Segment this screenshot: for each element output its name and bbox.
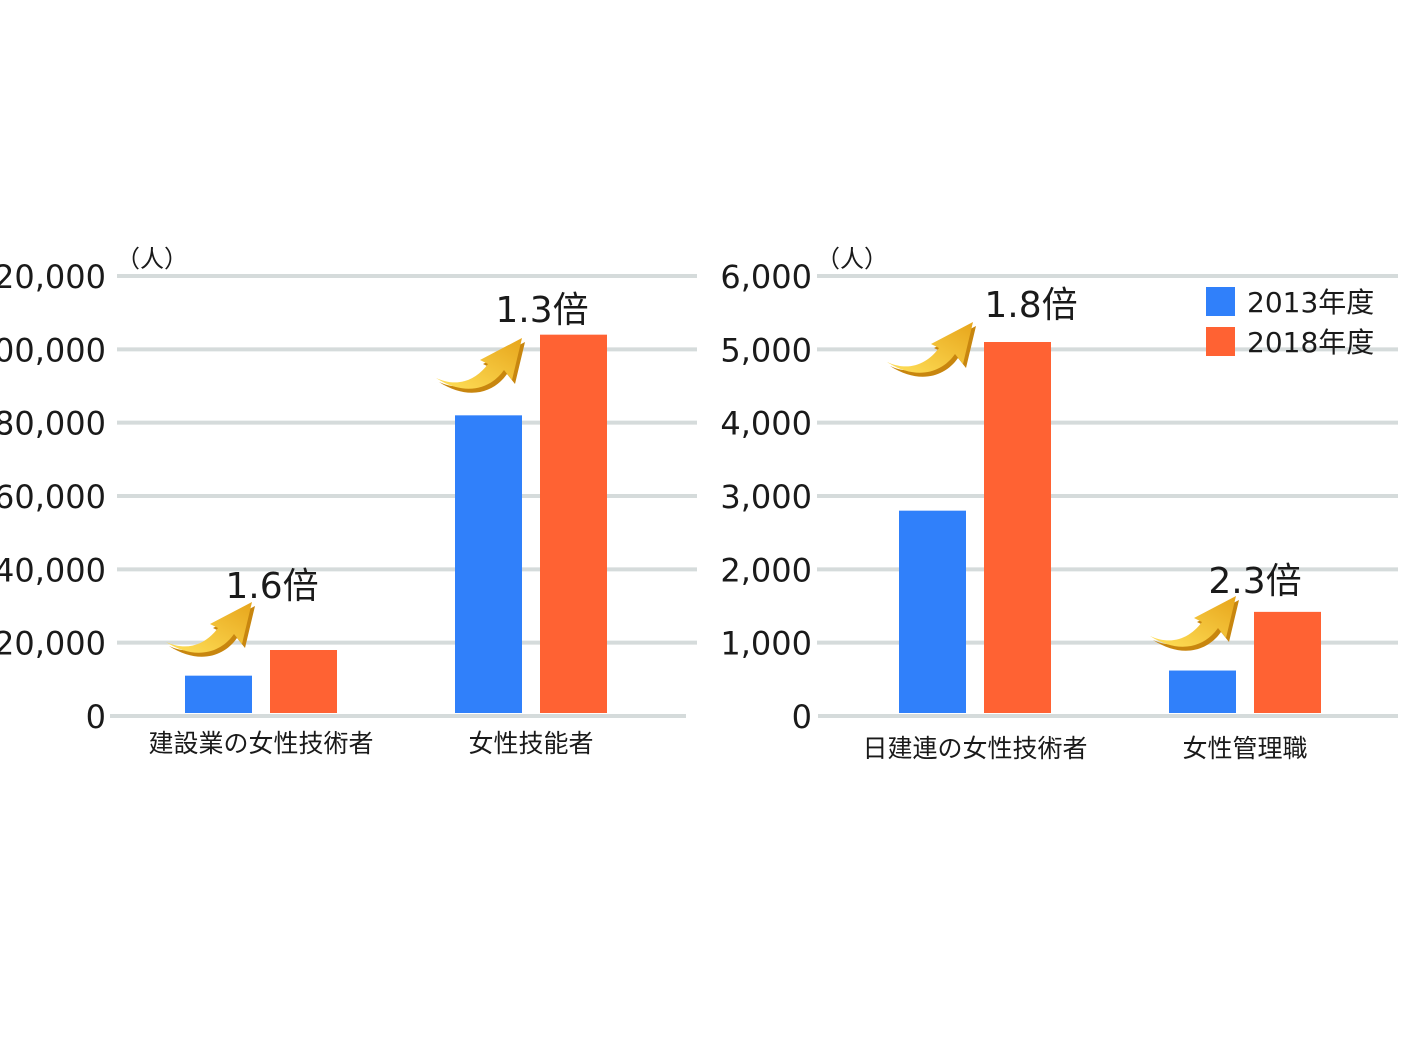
y-tick-label: 1,000 [720,625,812,663]
legend-label: 2018年度 [1247,326,1374,359]
legend-swatch [1206,287,1235,316]
category-label: 建設業の女性技術者 [148,729,373,758]
multiplier-label: 1.6倍 [225,566,318,607]
multiplier-label: 1.3倍 [495,290,588,331]
legend-swatch [1206,327,1235,356]
y-tick-label: 0 [86,698,106,736]
y-tick-label: 40,000 [0,551,106,589]
category-label: 日建連の女性技術者 [862,734,1087,763]
chart-construction-workers: 0 20,000 40,000 60,000 80,000 100,000 120,000 （… [0,245,697,758]
chart-nikkenren-staff: 0 1,000 2,000 3,000 4,000 5,000 6,000 （人） 日建連の女性… [720,245,1398,763]
category-label: 女性技能者 [468,729,593,758]
bar-2018-1 [270,650,337,713]
unit-label: （人） [816,245,888,273]
y-tick-label: 100,000 [0,331,106,369]
y-tick-label: 80,000 [0,405,106,443]
bar-2013-1 [899,510,966,713]
y-tick-label: 6,000 [720,258,812,296]
bar-2018-2 [1254,611,1321,713]
y-tick-label: 60,000 [0,478,106,516]
y-tick-label: 5,000 [720,331,812,369]
legend-label: 2013年度 [1247,286,1374,319]
bar-2013-2 [455,415,522,713]
legend: 2013年度 2018年度 [1206,286,1374,359]
y-tick-label: 4,000 [720,405,812,443]
unit-label: （人） [116,245,188,273]
bar-2013-1 [185,675,252,713]
growth-arrow-icon [1150,596,1239,651]
growth-arrow-icon [887,322,976,377]
y-tick-label: 3,000 [720,478,812,516]
category-label: 女性管理職 [1182,734,1307,763]
multiplier-label: 2.3倍 [1208,561,1301,602]
bar-2018-2 [540,334,607,713]
bar-2013-2 [1169,670,1236,713]
y-tick-label: 2,000 [720,551,812,589]
y-tick-label: 0 [792,698,812,736]
y-tick-label: 20,000 [0,625,106,663]
multiplier-label: 1.8倍 [984,285,1077,326]
growth-arrow-icon [436,338,525,393]
growth-arrow-icon [166,602,255,657]
y-tick-label: 120,000 [0,258,106,296]
bar-2018-1 [984,342,1051,713]
